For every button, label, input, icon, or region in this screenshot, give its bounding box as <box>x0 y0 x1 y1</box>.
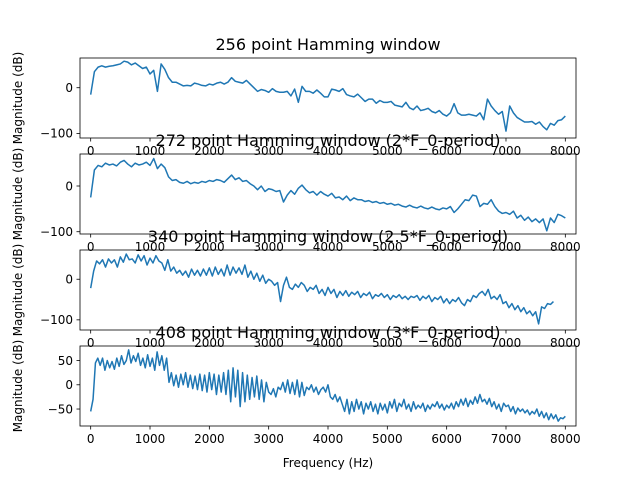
x-tick-label: 0 <box>87 144 95 158</box>
series-line-2-1 <box>89 157 566 232</box>
series-line-3-1 <box>89 253 554 325</box>
x-tick-label: 2000 <box>194 240 225 254</box>
x-tick-label: 3000 <box>253 336 284 350</box>
subplot-title: 272 point Hamming window (2*F_0-period) <box>156 131 501 151</box>
x-tick-label: 0 <box>87 240 95 254</box>
x-tick-label: 5000 <box>372 240 403 254</box>
axes-frame <box>79 249 577 331</box>
series-line-4-1 <box>89 349 566 422</box>
x-tick-label: 8000 <box>550 432 581 446</box>
y-tick-label: −100 <box>40 127 73 141</box>
y-tick-label: 50 <box>58 354 73 368</box>
x-tick-label: 2000 <box>194 144 225 158</box>
x-tick-label: 5000 <box>372 336 403 350</box>
x-tick-label: 8000 <box>550 144 581 158</box>
y-tick-label: 0 <box>65 378 73 392</box>
x-tick-label: 4000 <box>313 240 344 254</box>
y-tick-label: 0 <box>65 179 73 193</box>
y-tick-label: −50 <box>48 402 73 416</box>
x-tick-label: 2000 <box>194 432 225 446</box>
subplots: 0 1000 2000 3000 4000 5000 6000 7000 80000−100Ma… <box>11 35 581 470</box>
axes-frame <box>79 57 577 139</box>
y-tick-label: 0 <box>65 81 73 95</box>
y-axis-label: Magnitude (dB) <box>11 148 25 241</box>
subplot-4: 0 1000 2000 3000 4000 5000 6000 7000 8000 50 0 −50 M… <box>11 323 581 470</box>
y-tick-label: −100 <box>40 225 73 239</box>
x-tick-label: 5000 <box>372 432 403 446</box>
x-tick-label: 0 <box>87 336 95 350</box>
subplot-title: 408 point Hamming window (3*F_0-period) <box>156 323 501 343</box>
x-tick-label: 6000 <box>431 336 462 350</box>
subplot-1: 0 1000 2000 3000 4000 5000 6000 7000 8000 0 −100 Ma… <box>11 35 581 158</box>
y-axis-label: Magnitude (dB) <box>11 244 25 337</box>
x-tick-label: 4000 <box>313 432 344 446</box>
subplot-3: 0 1000 2000 3000 4000 5000 6000 7000 8000 0 −100 Ma… <box>11 227 581 350</box>
series-line-1-1 <box>89 60 566 132</box>
x-tick-label: 3000 <box>253 240 284 254</box>
x-tick-label: 6000 <box>431 144 462 158</box>
x-tick-label: 5000 <box>372 144 403 158</box>
y-tick-label: −100 <box>40 313 73 327</box>
x-tick-label: 1000 <box>135 336 166 350</box>
y-axis-label: Magnitude (dB) <box>11 340 25 433</box>
x-tick-label: 4000 <box>313 144 344 158</box>
x-tick-label: 7000 <box>491 432 522 446</box>
subplot-2: 0 1000 2000 3000 4000 5000 6000 7000 8000 0 −100 Ma… <box>11 131 581 254</box>
y-axis-label: Magnitude (dB) <box>11 52 25 145</box>
x-tick-label: 8000 <box>550 336 581 350</box>
x-tick-label: 6000 <box>431 240 462 254</box>
x-tick-label: 7000 <box>491 144 522 158</box>
x-tick-label: 4000 <box>313 336 344 350</box>
x-tick-label: 7000 <box>491 336 522 350</box>
x-axis-label: Frequency (Hz) <box>283 456 374 470</box>
x-tick-label: 7000 <box>491 240 522 254</box>
x-tick-label: 1000 <box>135 432 166 446</box>
x-tick-label: 0 <box>87 432 95 446</box>
subplot-title: 256 point Hamming window <box>215 35 440 54</box>
y-tick-label: 0 <box>65 273 73 287</box>
x-tick-label: 8000 <box>550 240 581 254</box>
x-tick-label: 2000 <box>194 336 225 350</box>
x-tick-label: 1000 <box>135 144 166 158</box>
x-tick-label: 3000 <box>253 144 284 158</box>
subplot-title: 340 point Hamming window (2.5*F_0-period… <box>148 227 508 247</box>
x-tick-label: 6000 <box>431 432 462 446</box>
x-tick-label: 1000 <box>135 240 166 254</box>
x-tick-label: 3000 <box>253 432 284 446</box>
axes-frame <box>79 153 577 235</box>
